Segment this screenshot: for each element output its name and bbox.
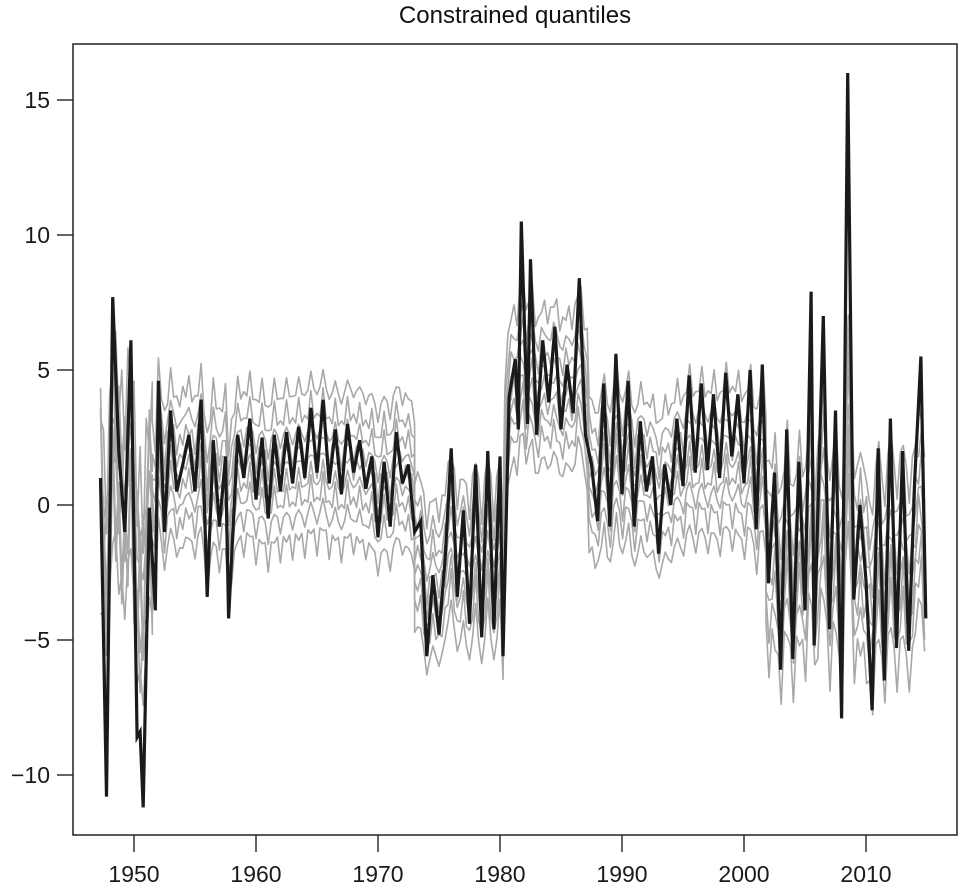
x-tick-label: 2010 [840, 861, 891, 887]
y-tick-label: 10 [24, 222, 50, 248]
observed-series-line [98, 72, 928, 808]
y-tick-label: 5 [37, 357, 50, 383]
x-tick-label: 1990 [596, 861, 647, 887]
x-tick-label: 1970 [352, 861, 403, 887]
x-tick-label: 1950 [108, 861, 159, 887]
x-tick-label: 1960 [230, 861, 281, 887]
chart-title: Constrained quantiles [398, 2, 632, 29]
y-tick-label: −5 [24, 627, 50, 653]
y-tick-label: −10 [11, 762, 50, 788]
y-tick-label: 0 [37, 492, 50, 518]
y-axis: −10 −5 0 5 10 15 [11, 87, 73, 788]
y-tick-label: 15 [24, 87, 50, 113]
x-tick-label: 2000 [718, 861, 769, 887]
x-tick-label: 1980 [474, 861, 525, 887]
plot-frame [72, 43, 958, 836]
x-axis: 1950 1960 1970 1980 1990 2000 2010 [108, 835, 892, 887]
